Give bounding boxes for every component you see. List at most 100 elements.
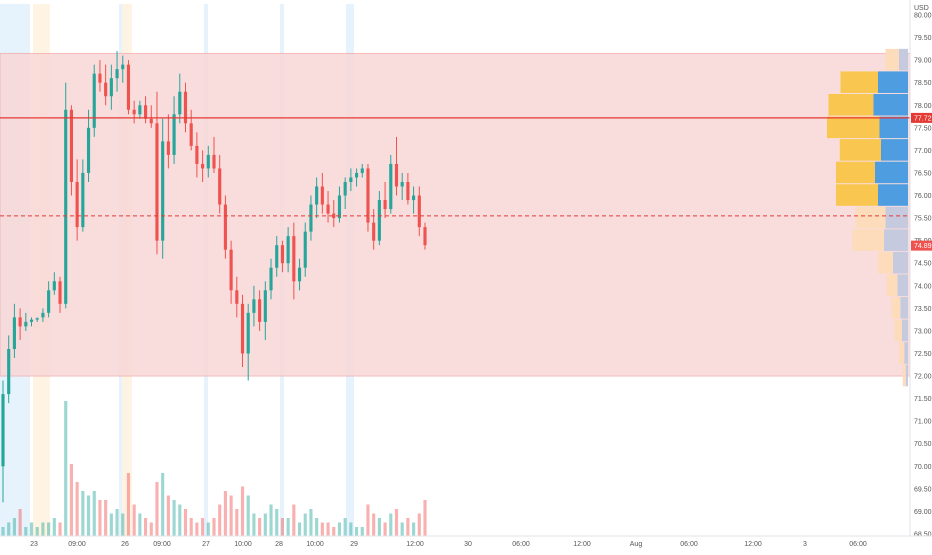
price-tick-label: 79.50	[914, 35, 932, 42]
volume-bar	[64, 401, 68, 536]
volume-bar	[252, 513, 256, 536]
volume-bar	[86, 495, 91, 536]
volume-bar	[372, 513, 376, 536]
candle-body	[18, 317, 22, 327]
candle-body	[240, 303, 245, 354]
candle-body	[372, 222, 376, 241]
volume-bar	[178, 504, 182, 536]
candle-body	[183, 91, 188, 124]
candle-body	[172, 114, 176, 155]
price-tick-label: 72.50	[914, 351, 932, 358]
candle-body	[332, 213, 336, 219]
time-tick-label: 27	[202, 541, 210, 548]
candle-body	[155, 123, 159, 241]
volume-bar	[275, 509, 279, 536]
volume-bar	[218, 504, 222, 536]
volume-profile-up-bar	[891, 297, 901, 319]
price-tick-label: 71.00	[914, 419, 932, 426]
volume-profile-up-bar	[836, 161, 875, 184]
price-tick-label: 73.50	[914, 306, 932, 313]
volume-bar	[35, 527, 39, 536]
candle-body	[286, 236, 290, 264]
volume-bar	[212, 518, 216, 536]
candle-body	[252, 299, 256, 313]
candle-body	[235, 290, 239, 304]
volume-bar	[366, 504, 370, 536]
candle-body	[309, 204, 313, 232]
volume-bar	[155, 482, 159, 536]
volume-bar	[269, 504, 273, 536]
volume-profile-down-bar	[875, 161, 908, 184]
candle-body	[320, 186, 324, 205]
volume-profile-up-bar	[885, 48, 899, 71]
candle-body	[52, 281, 56, 291]
candle-body	[406, 181, 410, 201]
candle-body	[383, 200, 387, 210]
volume-bar	[69, 464, 74, 536]
volume-profile-up-bar	[839, 139, 881, 161]
candle-body	[75, 181, 79, 228]
volume-bar	[29, 522, 34, 536]
price-tick-label: 77.50	[914, 125, 932, 132]
price-tick-label: 80.00	[914, 13, 932, 20]
candle-body	[360, 168, 364, 173]
last-price-label: 74.89	[914, 243, 932, 250]
volume-bar	[280, 518, 285, 536]
volume-profile-up-bar	[855, 206, 886, 229]
candle-body	[354, 172, 359, 178]
volume-bar	[206, 522, 210, 536]
candle-body	[24, 321, 28, 327]
volume-bar	[189, 518, 193, 536]
volume-bar	[195, 522, 199, 536]
candle-body	[423, 227, 427, 246]
price-tick-label: 75.50	[914, 216, 932, 223]
volume-profile-down-bar	[881, 139, 908, 161]
price-tick-label: 76.00	[914, 193, 932, 200]
volume-bar	[423, 500, 427, 536]
volume-bar	[109, 513, 113, 536]
volume-bar	[161, 473, 165, 536]
last-price-badge	[911, 240, 932, 251]
currency-label: USD	[914, 5, 929, 12]
volume-bar	[246, 495, 250, 536]
volume-bar	[149, 522, 153, 536]
candle-body	[92, 73, 96, 128]
candle-body	[337, 195, 342, 219]
candle-body	[275, 245, 279, 268]
candle-body	[195, 145, 199, 164]
candle-body	[86, 127, 91, 173]
time-tick-label: 12:00	[406, 541, 424, 548]
volume-profile-down-bar	[884, 229, 908, 251]
price-tick-label: 76.50	[914, 170, 932, 177]
time-tick-label: 06:00	[680, 541, 698, 548]
volume-bar	[104, 500, 108, 536]
price-tick-label: 69.00	[914, 509, 932, 516]
candle-body	[126, 64, 131, 110]
volume-bar	[412, 522, 416, 536]
volume-bar	[223, 491, 227, 536]
candle-body	[366, 168, 370, 223]
candle-body	[394, 163, 399, 187]
volume-profile-up-bar	[840, 71, 878, 93]
volume-bar	[98, 500, 102, 536]
time-tick-label: 12:00	[573, 541, 591, 548]
candle-body	[377, 200, 381, 241]
candle-body	[115, 69, 119, 79]
candle-body	[417, 195, 421, 228]
candle-body	[263, 290, 267, 322]
volume-bar	[263, 513, 267, 536]
candle-body	[349, 177, 353, 182]
volume-profile-down-bar	[902, 319, 908, 342]
candle-body	[58, 281, 62, 304]
candle-body	[189, 123, 193, 146]
volume-bar	[360, 527, 364, 536]
time-tick-label: 29	[350, 541, 358, 548]
candle-body	[269, 267, 273, 291]
candle-body	[201, 163, 205, 169]
candle-body	[218, 168, 222, 205]
volume-bar	[201, 518, 205, 536]
volume-bar	[303, 513, 307, 536]
volume-bar	[337, 522, 342, 536]
volume-bar	[41, 522, 45, 536]
